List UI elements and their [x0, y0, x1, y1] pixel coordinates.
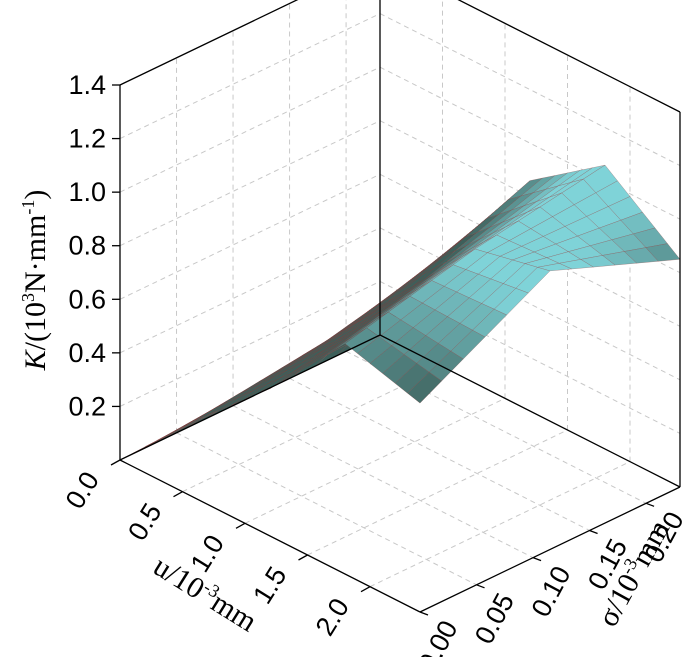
- grid-floor-y-2: [232, 405, 534, 559]
- y-tick-label-1: 0.05: [469, 588, 520, 648]
- x-tick-mark-2: [235, 522, 246, 529]
- grid-floor-x-4: [369, 461, 631, 588]
- grid-left-z-0: [119, 280, 381, 407]
- grid-back-z-6: [457, 0, 681, 113]
- z-tick-label-5: 1.2: [68, 124, 106, 154]
- z-tick-label-6: 1.4: [68, 70, 106, 100]
- tick-layer: 0.20.40.60.81.01.21.40.00.51.01.52.0 0.00…: [60, 70, 690, 657]
- grid-back-z-5: [379, 13, 681, 167]
- x-tick-mark-3: [298, 554, 308, 561]
- grid-floor-y-1: [176, 432, 477, 586]
- frame-edge-7: [119, 0, 299, 86]
- surface-patch-8-0: [219, 389, 255, 410]
- frame-edge-2: [419, 486, 681, 613]
- grid-floor-y-3: [289, 378, 590, 531]
- grid-left-z-6: [119, 0, 298, 86]
- x-tick-mark-1: [173, 491, 183, 498]
- grid-left-z-2: [119, 173, 381, 300]
- y-tick-mark-0: [419, 611, 429, 616]
- grid-left-z-3: [119, 120, 381, 247]
- surface-patch-7-0: [207, 395, 242, 416]
- x-tick-label-3: 1.5: [247, 561, 292, 609]
- surface-patch-23-0: [407, 371, 443, 404]
- grid-left-z-1: [119, 227, 381, 354]
- surface-patch-6-0: [194, 401, 230, 421]
- y-tick-mark-4: [645, 502, 655, 507]
- x-tick-label-4: 2.0: [310, 593, 355, 641]
- frame-edge-3: [379, 334, 681, 488]
- x-tick-mark-4: [360, 586, 371, 593]
- y-tick-mark-1: [476, 584, 485, 589]
- z-tick-label-1: 0.4: [68, 338, 106, 368]
- surface-layer: [119, 164, 681, 461]
- y-tick-label-0: 0.00: [412, 616, 463, 657]
- grid-floor-x-3: [307, 429, 568, 556]
- z-tick-label-2: 0.6: [68, 284, 106, 314]
- grid-floor-x-1: [182, 366, 443, 493]
- z-tick-label-4: 1.0: [68, 177, 106, 207]
- grid-floor-x-2: [244, 397, 506, 524]
- z-axis-title: K/(103N·mm-1): [18, 190, 52, 372]
- y-tick-mark-2: [532, 557, 542, 562]
- y-tick-mark-3: [589, 529, 598, 535]
- grid-left-z-4: [119, 66, 381, 193]
- x-tick-mark-0: [110, 459, 121, 466]
- frame-edge-8: [457, 0, 681, 113]
- x-tick-label-1: 0.5: [122, 498, 167, 546]
- y-tick-label-2: 0.10: [526, 561, 577, 621]
- grid-back-z-1: [379, 227, 681, 381]
- frame-edge-1: [119, 334, 381, 461]
- x-tick-label-0: 0.0: [60, 466, 105, 514]
- grid-back-z-2: [379, 173, 681, 327]
- grid-back-z-4: [379, 66, 681, 220]
- z-tick-label-0: 0.2: [68, 391, 106, 421]
- grid-left-z-5: [119, 13, 381, 140]
- z-tick-label-3: 0.8: [68, 231, 106, 261]
